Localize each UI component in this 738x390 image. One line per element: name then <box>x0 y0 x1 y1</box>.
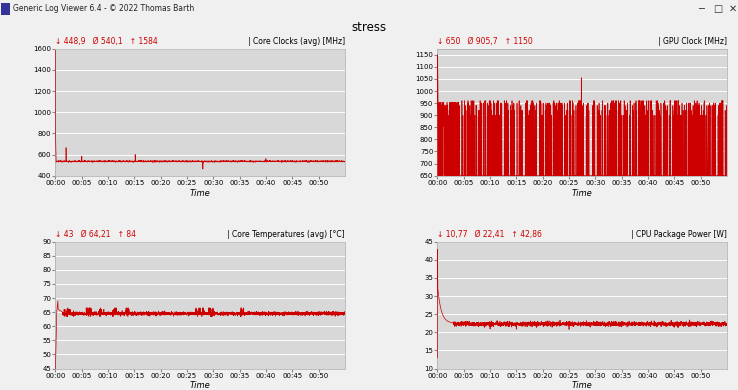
Bar <box>1 3 10 15</box>
X-axis label: Time: Time <box>190 189 210 198</box>
Text: | Core Clocks (avg) [MHz]: | Core Clocks (avg) [MHz] <box>248 37 345 46</box>
Text: | GPU Clock [MHz]: | GPU Clock [MHz] <box>658 37 727 46</box>
Text: ✕: ✕ <box>728 4 737 14</box>
Text: | Core Temperatures (avg) [°C]: | Core Temperatures (avg) [°C] <box>227 230 345 239</box>
Text: | CPU Package Power [W]: | CPU Package Power [W] <box>631 230 727 239</box>
Text: Generic Log Viewer 6.4 - © 2022 Thomas Barth: Generic Log Viewer 6.4 - © 2022 Thomas B… <box>13 4 195 13</box>
Text: ↓ 448,9   Ø 540,1   ↑ 1584: ↓ 448,9 Ø 540,1 ↑ 1584 <box>55 37 158 46</box>
Text: ↓ 43   Ø 64,21   ↑ 84: ↓ 43 Ø 64,21 ↑ 84 <box>55 230 137 239</box>
Text: □: □ <box>713 4 722 14</box>
Text: stress: stress <box>351 21 387 34</box>
Text: ↓ 10,77   Ø 22,41   ↑ 42,86: ↓ 10,77 Ø 22,41 ↑ 42,86 <box>438 230 542 239</box>
Text: ─: ─ <box>698 4 704 14</box>
X-axis label: Time: Time <box>572 381 593 390</box>
X-axis label: Time: Time <box>572 189 593 198</box>
Text: ↓ 650   Ø 905,7   ↑ 1150: ↓ 650 Ø 905,7 ↑ 1150 <box>438 37 534 46</box>
X-axis label: Time: Time <box>190 381 210 390</box>
